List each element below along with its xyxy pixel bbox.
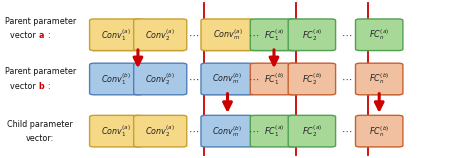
Text: $\mathit{FC}_{1}^{(a)}$: $\mathit{FC}_{1}^{(a)}$: [264, 27, 284, 43]
Text: Parent parameter: Parent parameter: [5, 67, 76, 76]
FancyBboxPatch shape: [250, 19, 298, 51]
Text: $\mathit{FC}_{1}^{(b)}$: $\mathit{FC}_{1}^{(b)}$: [264, 71, 284, 87]
FancyBboxPatch shape: [356, 115, 403, 147]
Text: $\mathit{Conv}_{m}^{(a)}$: $\mathit{Conv}_{m}^{(a)}$: [212, 27, 243, 42]
Text: $\mathit{FC}_{n}^{(b)}$: $\mathit{FC}_{n}^{(b)}$: [369, 72, 389, 86]
Text: $\cdots$: $\cdots$: [341, 30, 353, 40]
FancyBboxPatch shape: [250, 115, 298, 147]
FancyBboxPatch shape: [90, 115, 143, 147]
Text: $\mathit{FC}_{1}^{(a)}$: $\mathit{FC}_{1}^{(a)}$: [264, 123, 284, 139]
Text: $\mathit{Conv}_{m}^{(b)}$: $\mathit{Conv}_{m}^{(b)}$: [212, 124, 243, 139]
FancyBboxPatch shape: [201, 63, 254, 95]
Text: $\mathit{Conv}_{m}^{(b)}$: $\mathit{Conv}_{m}^{(b)}$: [212, 72, 243, 86]
Text: $\mathit{FC}_{2}^{(b)}$: $\mathit{FC}_{2}^{(b)}$: [302, 71, 322, 87]
Text: vector: vector: [9, 31, 38, 40]
Text: $\cdots$: $\cdots$: [341, 74, 353, 84]
Text: vector:: vector:: [26, 134, 55, 143]
FancyBboxPatch shape: [90, 19, 143, 51]
Text: $\cdots$: $\cdots$: [248, 126, 260, 136]
Text: :: :: [47, 82, 50, 91]
Text: a: a: [38, 31, 44, 40]
FancyBboxPatch shape: [288, 19, 336, 51]
FancyBboxPatch shape: [134, 115, 187, 147]
FancyBboxPatch shape: [288, 115, 336, 147]
Text: $\mathit{FC}_{n}^{(b)}$: $\mathit{FC}_{n}^{(b)}$: [369, 124, 389, 139]
Text: $\cdots$: $\cdots$: [248, 74, 260, 84]
Text: $\mathit{Conv}_{1}^{(a)}$: $\mathit{Conv}_{1}^{(a)}$: [101, 123, 131, 139]
Text: $\cdots$: $\cdots$: [248, 30, 260, 40]
Text: $\mathit{Conv}_{1}^{(b)}$: $\mathit{Conv}_{1}^{(b)}$: [101, 71, 131, 87]
FancyBboxPatch shape: [134, 19, 187, 51]
Text: $\cdots$: $\cdots$: [341, 126, 353, 136]
Text: $\mathit{Conv}_{2}^{(a)}$: $\mathit{Conv}_{2}^{(a)}$: [145, 27, 175, 43]
Text: $\mathit{FC}_{2}^{(a)}$: $\mathit{FC}_{2}^{(a)}$: [302, 123, 322, 139]
FancyBboxPatch shape: [250, 63, 298, 95]
Text: vector: vector: [9, 82, 38, 91]
Text: b: b: [38, 82, 44, 91]
Text: $\cdots$: $\cdots$: [188, 126, 199, 136]
Text: $\mathit{Conv}_{2}^{(b)}$: $\mathit{Conv}_{2}^{(b)}$: [145, 71, 175, 87]
FancyBboxPatch shape: [356, 63, 403, 95]
FancyBboxPatch shape: [201, 115, 254, 147]
Text: $\mathit{FC}_{n}^{(a)}$: $\mathit{FC}_{n}^{(a)}$: [369, 27, 389, 42]
Text: $\cdots$: $\cdots$: [188, 30, 199, 40]
FancyBboxPatch shape: [288, 63, 336, 95]
FancyBboxPatch shape: [134, 63, 187, 95]
FancyBboxPatch shape: [90, 63, 143, 95]
Text: Parent parameter: Parent parameter: [5, 17, 76, 26]
Text: $\mathit{Conv}_{2}^{(a)}$: $\mathit{Conv}_{2}^{(a)}$: [145, 123, 175, 139]
Text: :: :: [47, 31, 50, 40]
Text: $\cdots$: $\cdots$: [188, 74, 199, 84]
Text: $\mathit{Conv}_{1}^{(a)}$: $\mathit{Conv}_{1}^{(a)}$: [101, 27, 131, 43]
FancyBboxPatch shape: [201, 19, 254, 51]
Text: $\mathit{FC}_{2}^{(a)}$: $\mathit{FC}_{2}^{(a)}$: [302, 27, 322, 43]
FancyBboxPatch shape: [356, 19, 403, 51]
Text: Child parameter: Child parameter: [8, 120, 73, 128]
